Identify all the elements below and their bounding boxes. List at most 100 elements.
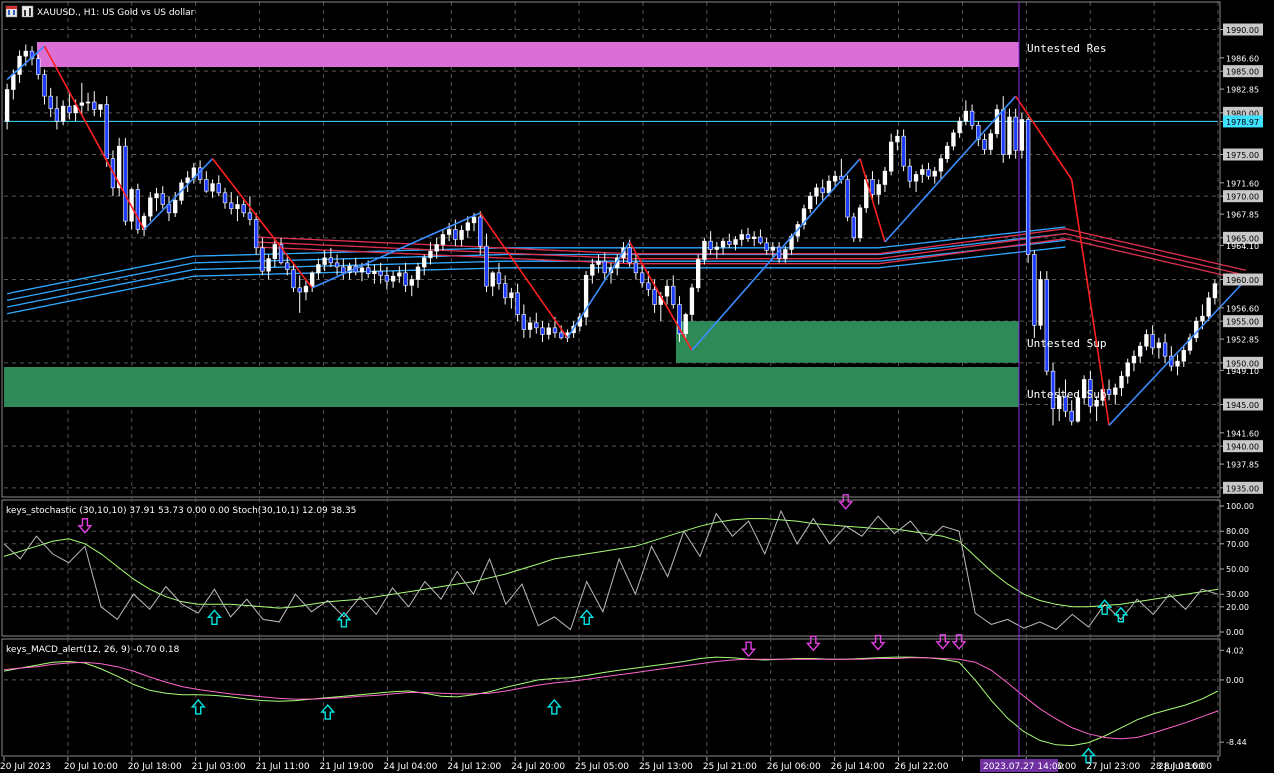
time-tick-label: 24 Jul 04:00	[383, 762, 437, 772]
candle	[509, 287, 514, 309]
candle	[384, 267, 390, 290]
price-panel[interactable]: Untested Res Untested Sup Untested Sup X…	[4, 2, 1247, 497]
macd-panel[interactable]: keys_MACD_alert(12, 26, 9) -0.70 0.18	[1, 634, 1221, 764]
support-zone-lower	[4, 367, 1019, 407]
candle	[378, 262, 383, 284]
indicator-tick: 0.00	[1220, 628, 1244, 637]
candle	[851, 212, 856, 242]
candle	[938, 154, 944, 180]
candle	[465, 216, 470, 238]
time-tick: 21 Jul 11:00	[256, 757, 310, 772]
time-tick-label: 25 Jul 05:00	[575, 762, 629, 772]
stochastic-panel[interactable]: keys_stochastic (30,10,10) 37.91 53.73 0…	[1, 494, 1221, 638]
candle	[1206, 292, 1211, 322]
price-tick-label: 1950.00	[1226, 359, 1259, 368]
stochastic-panel-border	[1, 499, 1221, 637]
stochastic-label: keys_stochastic (30,10,10) 37.91 53.73 0…	[6, 506, 356, 516]
indicator-tick-label: 0.00	[1226, 628, 1244, 637]
zigzag-segment	[43, 45, 145, 230]
candle	[60, 100, 66, 126]
candle	[1162, 333, 1168, 363]
candle	[135, 183, 141, 234]
price-tick: 1967.85	[1220, 211, 1259, 220]
price-tick: 1982.85	[1220, 86, 1259, 95]
zigzag-segment	[628, 241, 693, 351]
candle	[1181, 346, 1186, 367]
price-tick-label: 1965.00	[1226, 234, 1259, 243]
zigzag-segment	[479, 212, 569, 339]
indicator-tick: 20.00	[1220, 603, 1249, 612]
candle	[733, 236, 738, 251]
candle	[440, 229, 446, 251]
price-tick-label: 1940.00	[1226, 443, 1259, 452]
arrow-up-icon	[1080, 747, 1097, 764]
candle	[484, 233, 489, 292]
price-tick: 1956.60	[1220, 304, 1259, 313]
candle	[583, 271, 589, 326]
candle	[521, 304, 527, 338]
zigzag-segment	[691, 158, 861, 351]
time-tick: 24 Jul 04:00	[383, 757, 438, 772]
price-panel-border	[1, 1, 1221, 498]
candlesticks	[4, 44, 1218, 426]
price-axis: 1990.00 1986.60 1985.00 1982.85 1980.001978.…	[1220, 23, 1263, 494]
candle	[490, 271, 495, 297]
price-tick: 1952.85	[1220, 336, 1259, 345]
candle	[546, 322, 551, 340]
arrow-down-icon	[838, 494, 854, 510]
support-zone-upper	[676, 321, 1019, 363]
candle	[534, 312, 539, 334]
indicator-tick-label: -8.44	[1226, 738, 1247, 747]
zigzag-segment	[311, 212, 481, 289]
time-tick: 28 Jul 08:00	[1150, 757, 1204, 772]
candle	[913, 171, 919, 192]
ma-red-line-2	[256, 228, 1247, 271]
candle	[390, 271, 396, 288]
candle	[758, 229, 763, 245]
candle	[1081, 375, 1087, 405]
candle	[123, 137, 128, 226]
candle	[689, 283, 695, 322]
time-tick-label: 26 Jul 14:00	[831, 762, 885, 772]
candle	[664, 279, 670, 305]
arrow-up-icon	[579, 609, 595, 625]
candle	[1075, 392, 1081, 423]
candle	[403, 262, 408, 292]
indicator-tick-label: 4.02	[1226, 646, 1244, 655]
candle	[104, 96, 109, 167]
price-tick: 1990.00	[1220, 23, 1263, 36]
price-tick: 1970.00	[1220, 190, 1263, 203]
candle	[322, 250, 327, 272]
support-zone-label-upper: Untested Sup	[1027, 337, 1106, 350]
candle	[241, 200, 246, 217]
candle	[1094, 396, 1099, 422]
header-title: XAUUSD., H1: US Gold vs US dollar	[5, 5, 195, 18]
arrow-down-icon	[935, 634, 951, 650]
candle	[882, 167, 888, 192]
candle	[42, 69, 47, 105]
candle	[185, 171, 190, 192]
candle	[4, 83, 10, 130]
candle	[770, 242, 776, 258]
candle	[963, 100, 969, 126]
candle	[639, 262, 645, 288]
indicator-tick: 4.02	[1220, 646, 1244, 655]
arrow-down-icon	[951, 634, 967, 650]
candle	[285, 254, 290, 276]
zigzag-segment	[566, 241, 631, 339]
candle	[845, 175, 850, 222]
candle	[1156, 337, 1162, 359]
candle	[826, 175, 832, 197]
time-tick-label: 20 Jul 2023	[0, 762, 51, 772]
candle	[17, 50, 22, 83]
price-tick-label: 1990.00	[1226, 26, 1259, 35]
candle	[98, 104, 103, 117]
candle	[1119, 371, 1124, 397]
candle	[627, 239, 632, 267]
candle	[957, 117, 962, 138]
time-tick: 20 Jul 2023	[0, 757, 51, 772]
indicator-tick-label: 80.00	[1226, 527, 1249, 536]
ma-blue-line-0	[6, 246, 1066, 315]
candle	[1032, 250, 1037, 338]
